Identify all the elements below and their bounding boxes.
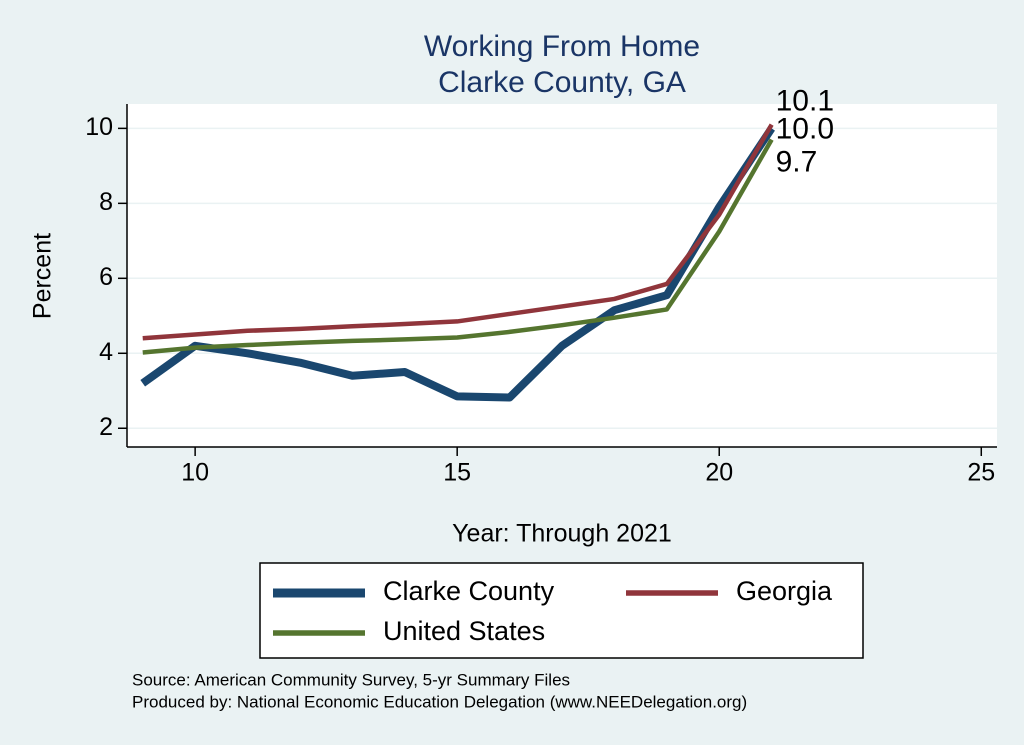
legend-box (259, 562, 864, 659)
x-tick-label: 10 (181, 459, 209, 487)
plot: 2 4 6 8 10 10 15 20 25 10.0 Clarke County 10.1 Georg… (85, 85, 997, 646)
y-tick-label: 10 (85, 113, 113, 141)
plot-area (127, 104, 997, 447)
x-axis-title: Year: Through 2021 (452, 520, 672, 548)
chart-subtitle: Clarke County, GA (438, 66, 686, 99)
value-label: 9.7 (776, 146, 818, 179)
series-line (140, 126, 775, 402)
series-line (142, 138, 774, 355)
x-tick-label: 20 (705, 459, 733, 487)
x-tick-label: 15 (443, 459, 471, 487)
legend-label: Clarke County (383, 576, 555, 606)
value-label: 10.1 (776, 85, 834, 118)
y-tick-label: 2 (99, 413, 113, 441)
y-tick-label: 6 (99, 263, 113, 291)
y-tick-label: 4 (99, 338, 113, 366)
value-label: 10.0 (776, 112, 834, 145)
legend-label: Georgia (736, 576, 833, 606)
legend-label: United States (383, 616, 545, 646)
y-axis-title: Percent (29, 233, 57, 319)
x-tick-label: 25 (967, 459, 995, 487)
y-tick-label: 8 (99, 188, 113, 216)
produced-note: Produced by: National Economic Education… (132, 692, 747, 711)
chart-title: Working From Home (424, 30, 700, 63)
source-note: Source: American Community Survey, 5-yr … (132, 670, 570, 689)
series-line (142, 123, 774, 341)
